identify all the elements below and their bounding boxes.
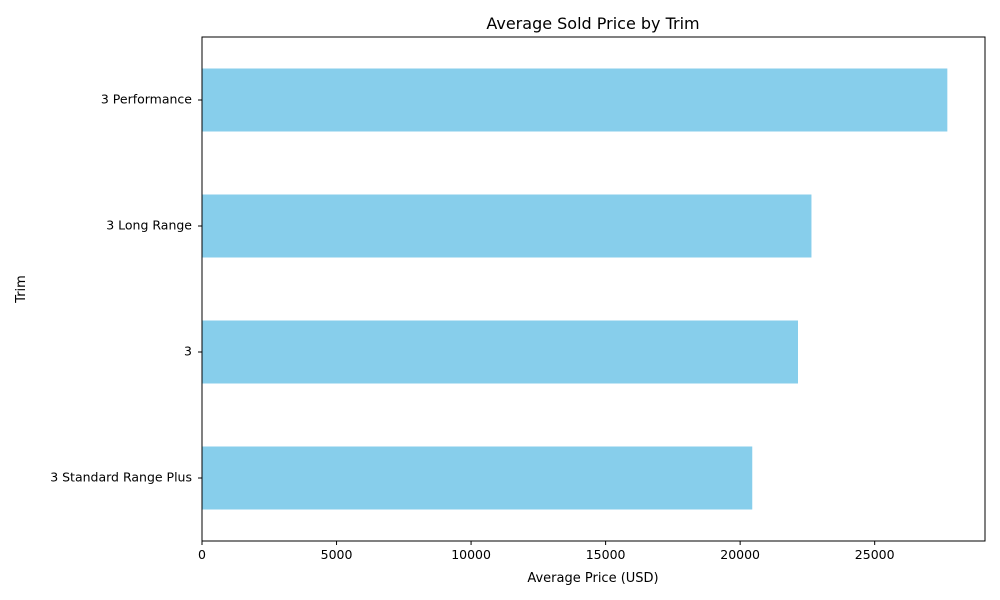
x-tick-label: 5000 — [321, 547, 353, 562]
bar — [202, 68, 948, 132]
x-axis-label: Average Price (USD) — [527, 571, 658, 586]
y-tick-label: 3 Performance — [101, 92, 192, 107]
chart-title: Average Sold Price by Trim — [486, 14, 699, 33]
y-tick-label: 3 Long Range — [106, 218, 192, 233]
x-tick-label: 25000 — [855, 547, 895, 562]
x-tick-label: 10000 — [451, 547, 491, 562]
y-tick-label: 3 — [184, 344, 192, 359]
x-tick-label: 20000 — [720, 547, 760, 562]
bar — [202, 194, 812, 258]
y-tick-label: 3 Standard Range Plus — [50, 470, 192, 485]
bar — [202, 320, 798, 384]
y-axis-ticks: 3 Standard Range Plus 3 3 Long Range 3 Perf… — [50, 92, 202, 485]
y-axis-label: Trim — [14, 275, 29, 304]
x-tick-label: 15000 — [586, 547, 626, 562]
bar — [202, 446, 753, 510]
bars-group — [202, 68, 948, 510]
x-tick-label: 0 — [198, 547, 206, 562]
plot-frame — [201, 36, 986, 542]
x-axis-ticks: 0 5000 10000 15000 20000 25000 — [198, 541, 895, 562]
